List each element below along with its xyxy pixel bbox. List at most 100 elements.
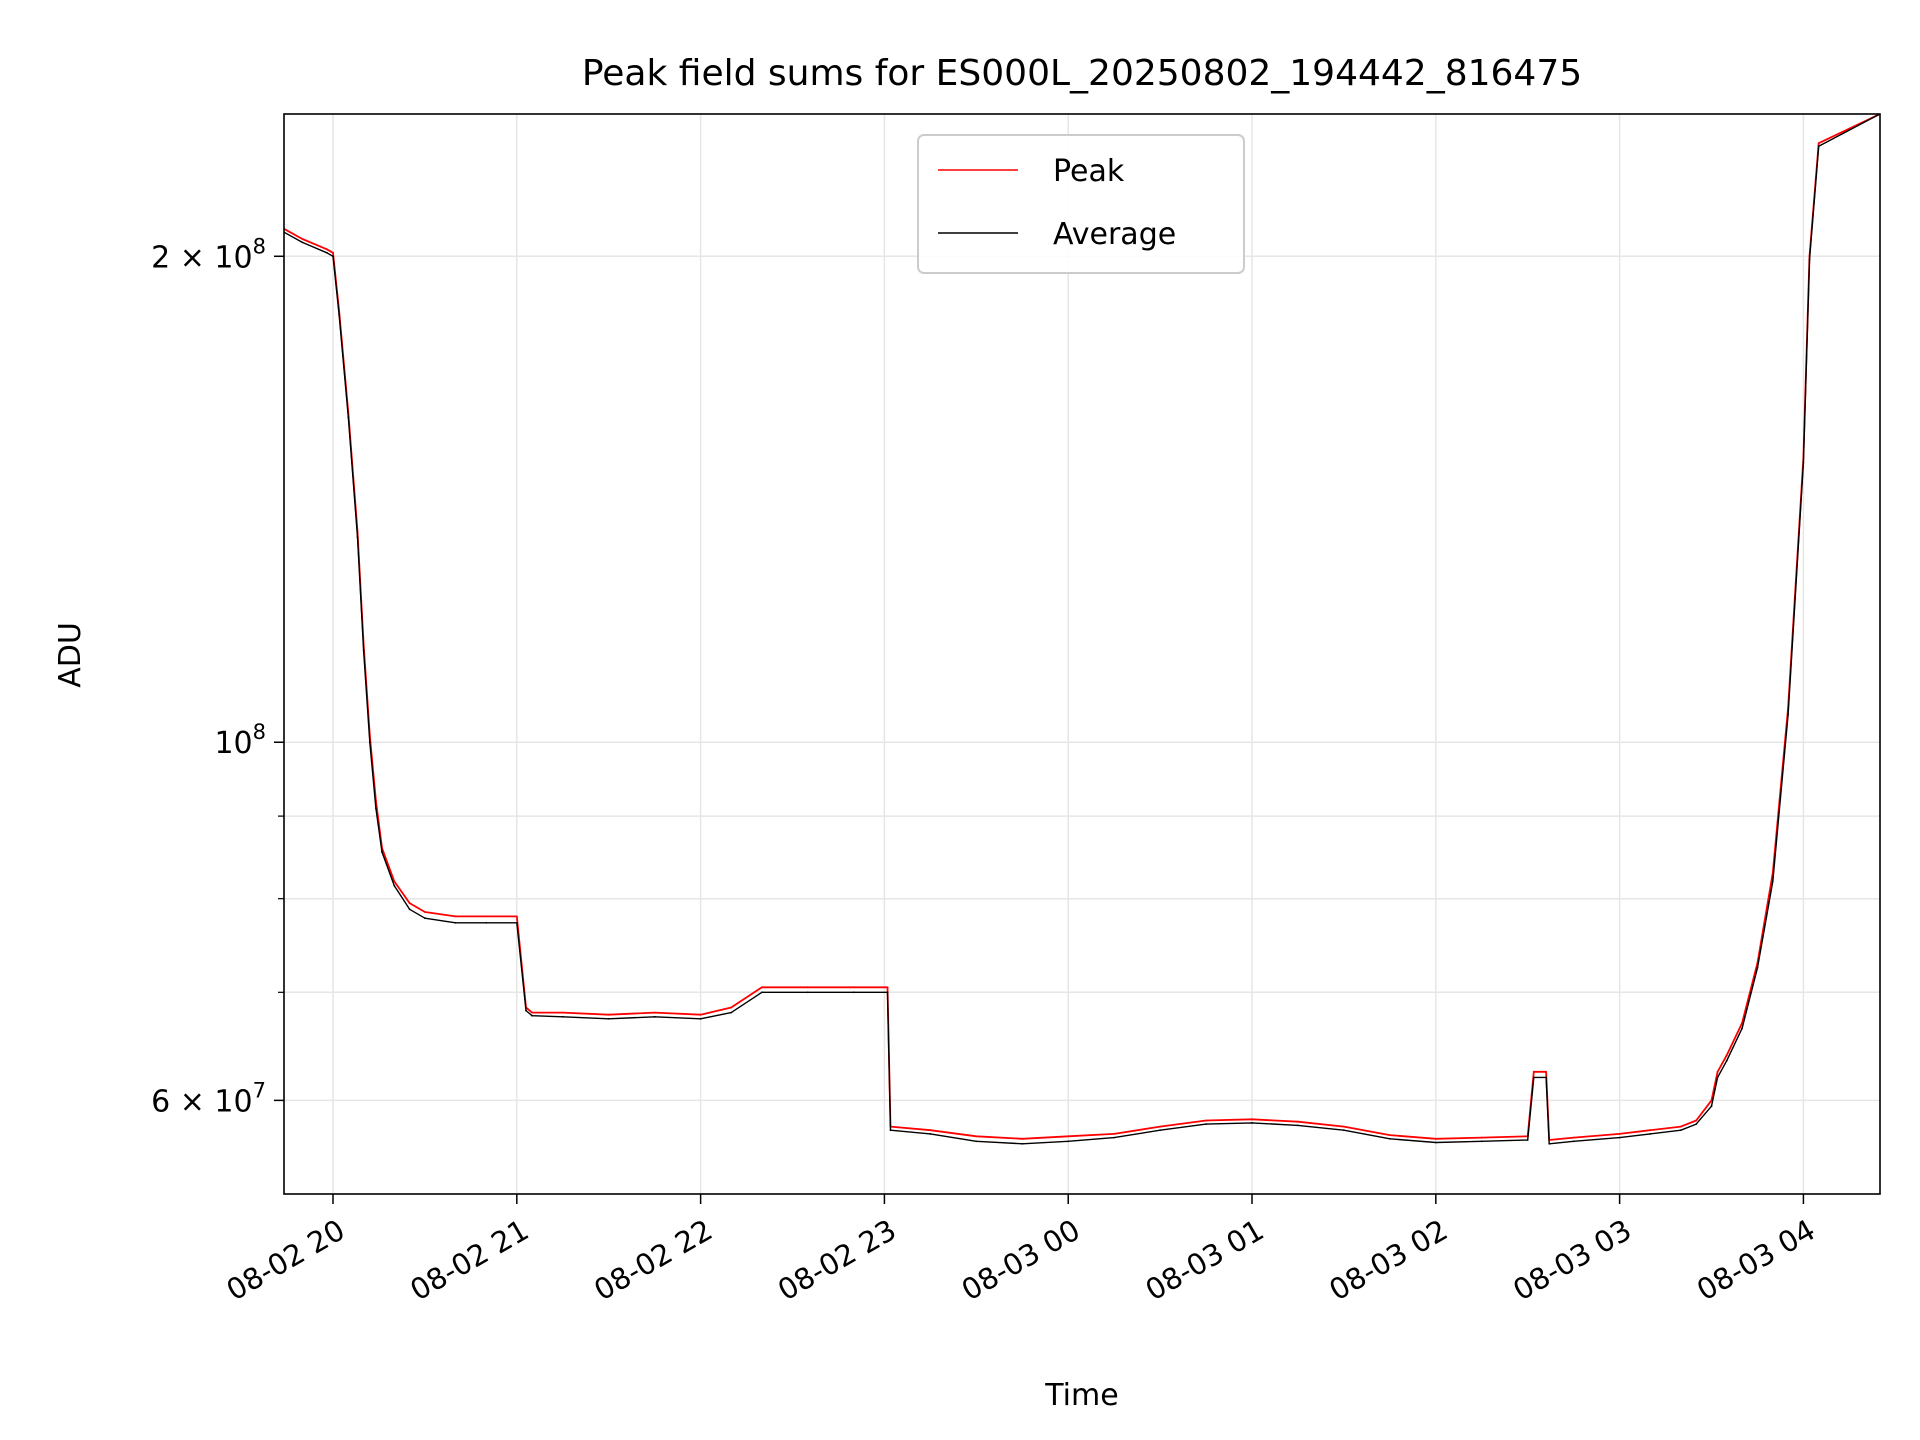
data-point-average [1343, 1129, 1345, 1132]
data-point-average [975, 1140, 978, 1143]
data-point-peak [886, 986, 889, 989]
data-point-average [393, 884, 396, 887]
legend: Peak Average [917, 134, 1245, 274]
data-point-peak [1205, 1119, 1207, 1122]
data-point-average [653, 1015, 656, 1018]
data-point-peak [1741, 1022, 1743, 1024]
data-point-average [1817, 145, 1820, 148]
data-point-average [1771, 880, 1774, 883]
data-point-average [362, 649, 365, 652]
data-point-peak [806, 986, 809, 989]
data-point-peak [424, 911, 426, 913]
data-point-peak [332, 251, 334, 254]
data-point-average [1808, 258, 1811, 261]
data-point-average [1618, 1136, 1621, 1139]
y-tick-exponent: 8 [253, 234, 266, 258]
data-point-average [1725, 1059, 1728, 1062]
data-point-peak [1680, 1125, 1682, 1128]
data-point-average [1480, 1140, 1483, 1143]
data-point-average [1297, 1124, 1299, 1127]
data-point-peak [1817, 142, 1820, 145]
data-point-peak [1480, 1136, 1483, 1139]
data-point-average [326, 251, 328, 254]
data-point-peak [1725, 1054, 1728, 1056]
data-point-peak [1159, 1125, 1161, 1128]
data-point-average [1389, 1137, 1391, 1140]
data-point-peak [699, 1013, 702, 1016]
data-point-peak [852, 986, 855, 989]
data-point-average [1649, 1133, 1652, 1135]
data-point-average [485, 921, 488, 924]
data-point-peak [1434, 1137, 1437, 1140]
series-line-average [284, 114, 1880, 1145]
y-tick-exponent: 8 [253, 720, 266, 744]
data-point-average [515, 921, 518, 924]
data-point-peak [653, 1011, 656, 1014]
legend-peak-label: Peak [1053, 154, 1125, 189]
data-point-average [730, 1011, 733, 1014]
data-point-peak [730, 1006, 733, 1009]
data-point-average [375, 807, 377, 810]
data-point-average [886, 991, 889, 994]
plot-frame [283, 113, 1881, 1195]
chart-title: Peak field sums for ES000L_20250802_1944… [582, 53, 1582, 94]
data-point-average [1545, 1076, 1547, 1079]
data-point-peak [1695, 1119, 1698, 1122]
data-point-average [929, 1133, 932, 1135]
data-point-average [1526, 1139, 1529, 1141]
data-point-average [1067, 1140, 1070, 1143]
data-point-average [1716, 1076, 1719, 1079]
data-point-average [1710, 1105, 1713, 1108]
data-point-peak [485, 915, 488, 918]
data-point-peak [301, 238, 304, 240]
data-point-average [531, 1014, 533, 1017]
data-point-average [525, 1009, 527, 1012]
data-point-peak [1532, 1070, 1535, 1073]
data-point-average [1680, 1129, 1682, 1132]
data-point-peak [761, 986, 763, 989]
data-point-peak [561, 1011, 564, 1014]
data-point-peak [515, 915, 518, 918]
data-point-peak [1021, 1137, 1024, 1140]
y-axis-label: ADU [53, 622, 88, 688]
data-point-average [1572, 1140, 1575, 1143]
data-point-average [1741, 1027, 1743, 1030]
data-point-peak [1297, 1120, 1299, 1123]
y-tick-label: 6 × 107 [151, 1078, 266, 1119]
data-point-average [1802, 461, 1805, 464]
data-point-average [424, 917, 426, 920]
data-point-peak [326, 248, 328, 251]
data-point-average [1251, 1122, 1253, 1124]
legend-average-label: Average [1053, 217, 1176, 252]
data-point-average [1159, 1129, 1161, 1132]
data-point-peak [607, 1013, 610, 1016]
series-layer [284, 114, 1880, 1145]
y-tick-label: 2 × 108 [151, 234, 266, 275]
data-point-peak [1113, 1133, 1116, 1135]
data-point-average [1434, 1141, 1437, 1144]
data-point-average [806, 991, 809, 994]
data-point-average [368, 741, 371, 744]
data-point-average [761, 991, 763, 994]
data-point-peak [1251, 1118, 1253, 1121]
data-point-peak [531, 1011, 533, 1014]
data-point-average [347, 416, 350, 418]
data-point-peak [454, 915, 457, 918]
data-point-average [408, 908, 411, 911]
data-point-average [852, 991, 855, 994]
data-point-average [332, 255, 334, 258]
data-point-peak [1389, 1134, 1391, 1136]
data-point-average [1113, 1136, 1116, 1139]
data-point-peak [1067, 1135, 1070, 1138]
data-point-peak [975, 1135, 978, 1138]
data-point-average [889, 1129, 892, 1132]
data-point-peak [1618, 1133, 1621, 1135]
data-point-average [699, 1017, 702, 1020]
data-point-average [607, 1017, 610, 1020]
y-tick-exponent: 7 [253, 1078, 266, 1102]
data-point-average [1021, 1142, 1024, 1145]
data-point-average [356, 536, 359, 538]
x-axis-label: Time [1044, 1378, 1118, 1413]
data-point-peak [929, 1129, 932, 1132]
